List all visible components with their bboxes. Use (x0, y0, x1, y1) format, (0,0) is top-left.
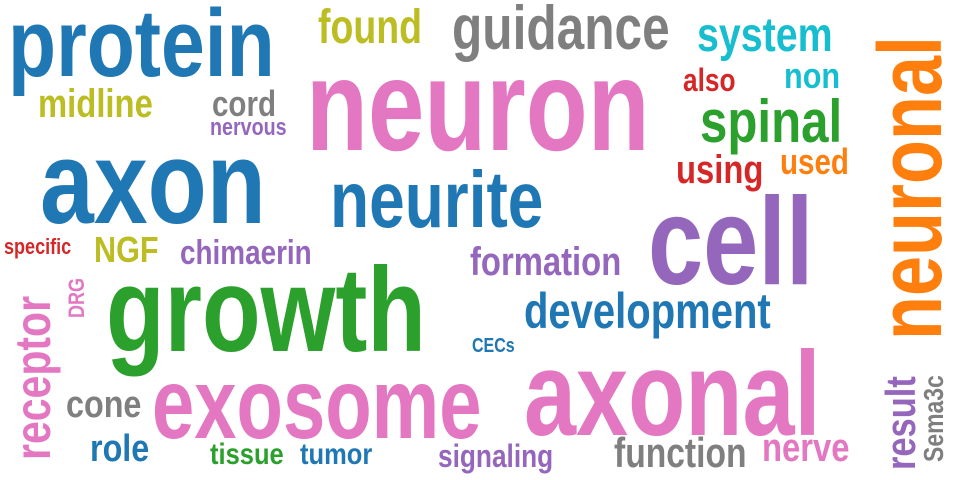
word-ngf: NGF (94, 229, 159, 270)
word-chimaerin: chimaerin (180, 234, 312, 272)
word-cord: cord (212, 83, 276, 124)
word-sema3c: Sema3c (918, 375, 949, 462)
word-axonal: axonal (524, 327, 821, 461)
word-result: result (877, 376, 924, 470)
word-axon: axon (40, 117, 266, 249)
word-protein: protein (8, 0, 275, 97)
word-exosome: exosome (152, 348, 482, 460)
word-neuron: neuron (306, 32, 650, 178)
word-cone: cone (66, 384, 142, 426)
word-tumor: tumor (300, 438, 373, 471)
word-found: found (318, 1, 422, 54)
word-neurite: neurite (330, 155, 544, 244)
word-also: also (683, 62, 736, 98)
word-nervous: nervous (210, 114, 287, 141)
word-nerve: nerve (762, 426, 850, 470)
word-formation: formation (470, 240, 622, 284)
word-growth: growth (106, 243, 426, 377)
word-using: using (676, 148, 764, 192)
word-receptor: receptor (5, 295, 61, 460)
word-spinal: spinal (700, 88, 843, 155)
word-cell: cell (648, 173, 814, 311)
word-midline: midline (38, 82, 153, 126)
word-role: role (90, 428, 150, 470)
word-signaling: signaling (438, 438, 554, 474)
word-system: system (697, 9, 833, 62)
word-non: non (784, 55, 841, 96)
word-used: used (780, 141, 849, 182)
word-specific: specific (4, 234, 72, 259)
word-tissue: tissue (210, 438, 284, 471)
word-development: development (524, 283, 771, 339)
word-function: function (614, 429, 747, 476)
word-cecs: CECs (472, 335, 515, 357)
word-drg: DRG (64, 277, 89, 318)
word-neuronal: neuronal (861, 35, 960, 340)
word-guidance: guidance (452, 0, 670, 63)
